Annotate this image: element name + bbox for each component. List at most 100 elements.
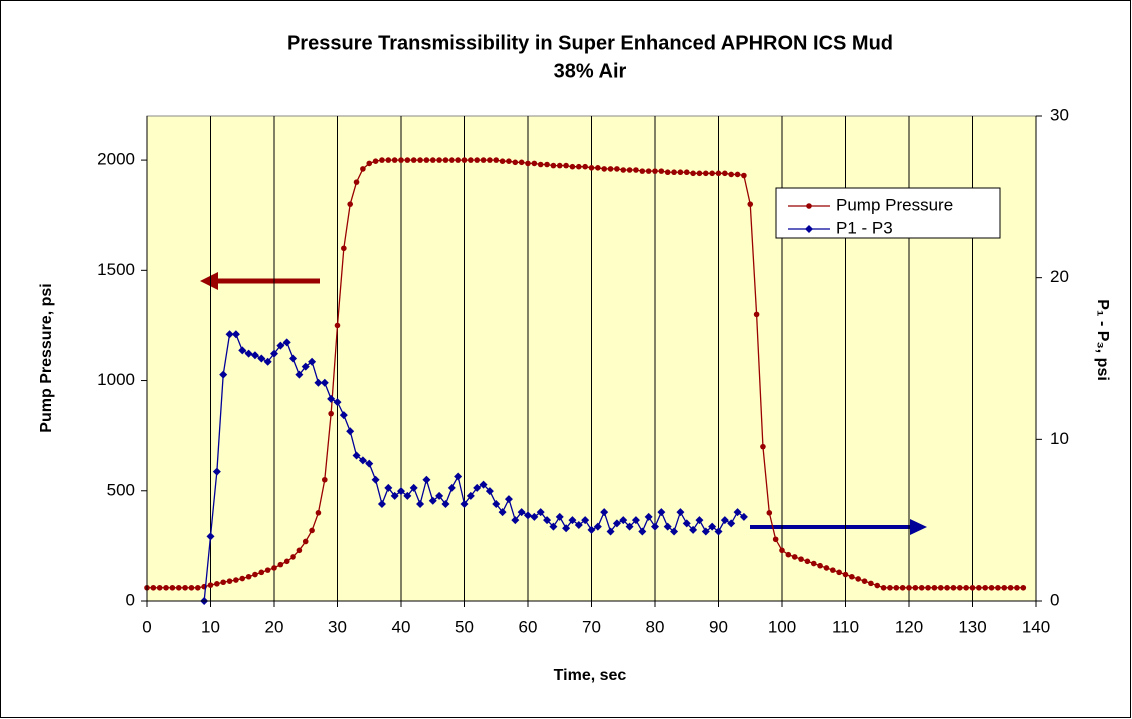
legend-label: P1 - P3 [836, 218, 893, 237]
point [918, 584, 925, 591]
x-tick-label: 90 [709, 617, 728, 636]
point [384, 483, 393, 492]
point [231, 330, 240, 339]
point [537, 161, 544, 168]
point [347, 201, 354, 207]
point [631, 516, 640, 525]
point [555, 512, 564, 521]
point [169, 584, 176, 591]
point [397, 487, 405, 496]
point [206, 532, 215, 541]
point [633, 167, 639, 173]
point [582, 163, 588, 170]
point [428, 496, 437, 505]
point [320, 378, 329, 387]
point [404, 157, 411, 163]
point [409, 483, 418, 492]
point [874, 582, 881, 589]
point [257, 354, 266, 363]
x-tick-label: 50 [455, 617, 474, 636]
point [588, 165, 595, 171]
point [277, 561, 284, 568]
point [314, 378, 323, 387]
x-tick-label: 0 [142, 617, 151, 636]
point [703, 170, 709, 177]
point [733, 508, 742, 517]
point [518, 159, 525, 166]
point [283, 558, 290, 565]
point [207, 582, 214, 588]
point [614, 166, 620, 172]
point [455, 157, 461, 163]
point [791, 554, 798, 560]
point [398, 157, 404, 163]
point [339, 411, 348, 420]
y-tick-label: 1500 [97, 260, 135, 279]
x-tick-label: 70 [582, 617, 601, 636]
point [720, 516, 729, 525]
point [957, 584, 963, 591]
point [1001, 584, 1008, 591]
point [747, 201, 754, 207]
point [855, 576, 861, 582]
point [334, 322, 341, 329]
point [701, 527, 710, 536]
point [823, 565, 830, 571]
y-tick-label: 0 [126, 590, 135, 609]
point [906, 584, 912, 591]
point [454, 472, 463, 481]
x-tick-label: 120 [895, 617, 923, 636]
point [233, 577, 239, 583]
point [531, 160, 538, 167]
point [676, 508, 685, 517]
point [562, 524, 571, 533]
point [842, 571, 849, 578]
point [352, 451, 361, 460]
point [734, 171, 741, 178]
y-tick-label: 2000 [97, 150, 135, 169]
point [543, 516, 552, 525]
point [727, 519, 736, 528]
point [366, 160, 373, 167]
chart-title: Pressure Transmissibility in Super Enhan… [287, 32, 893, 54]
point [360, 166, 366, 172]
chart-subtitle: 38% Air [554, 60, 627, 82]
point [664, 169, 671, 176]
point [536, 508, 545, 517]
point [480, 157, 487, 163]
point [715, 170, 722, 177]
point [372, 158, 379, 164]
y2-tick-label: 30 [1050, 105, 1069, 124]
point [379, 157, 385, 163]
point [576, 163, 582, 170]
point [544, 161, 550, 168]
point [620, 167, 627, 173]
point [753, 311, 760, 318]
point [245, 573, 252, 580]
point [252, 571, 258, 578]
point [301, 362, 310, 371]
point [785, 551, 792, 558]
x-tick-label: 10 [201, 617, 220, 636]
point [296, 547, 303, 554]
point [887, 584, 893, 591]
point [937, 584, 944, 591]
point [468, 157, 474, 163]
point [302, 538, 309, 545]
point [417, 157, 423, 163]
point [690, 170, 696, 177]
point [670, 527, 679, 536]
point [709, 170, 715, 177]
point [295, 370, 304, 379]
point [651, 522, 659, 531]
point [861, 578, 868, 584]
point [333, 398, 342, 407]
point [156, 584, 163, 591]
point [645, 168, 652, 174]
point [410, 157, 417, 163]
point [849, 573, 855, 580]
point [569, 163, 576, 170]
point [474, 157, 481, 163]
point [315, 510, 322, 516]
